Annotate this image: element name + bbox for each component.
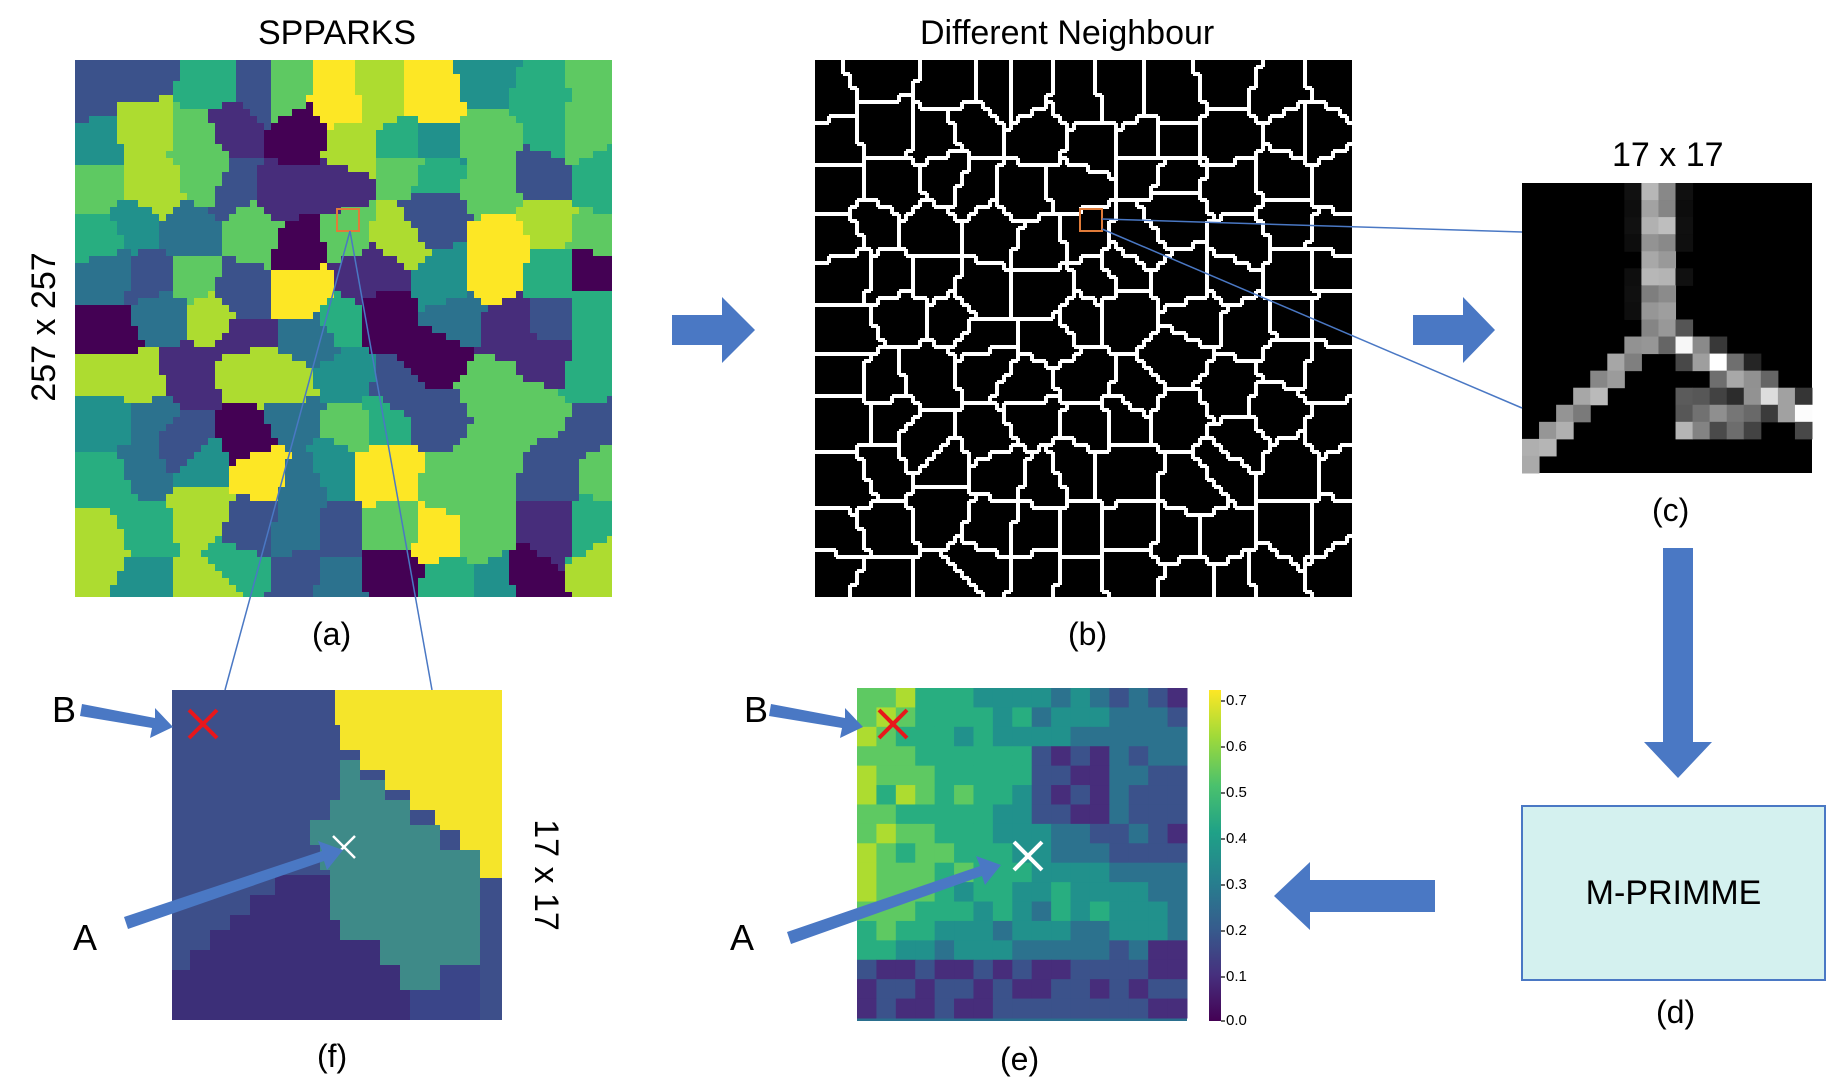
pointer-a-e (787, 856, 1001, 944)
colorbar-tick: 0.7 (1226, 692, 1247, 709)
panel-c-size: 17 x 17 (1612, 136, 1724, 174)
caption-d: (d) (1656, 994, 1696, 1030)
caption-b: (b) (1068, 616, 1108, 652)
caption-c: (c) (1652, 492, 1690, 528)
panel-a-size: 257 x 257 (25, 252, 63, 402)
caption-e: (e) (1000, 1041, 1040, 1077)
colorbar-tick: 0.1 (1226, 968, 1247, 985)
colorbar-tick: 0.5 (1226, 784, 1247, 801)
arrow-c-to-d (1644, 548, 1712, 778)
zoom-box-b (1079, 208, 1103, 232)
panel-a-grain-map (75, 60, 612, 597)
label-a-e: A (730, 917, 755, 958)
pointer-arrows (80, 704, 1001, 944)
colorbar-tick: 0.4 (1226, 830, 1247, 847)
colorbar-tick: 0.3 (1226, 876, 1247, 893)
panel-b-boundary-map (815, 60, 1352, 597)
arrow-a-to-b (672, 297, 755, 363)
panel-a-title: SPPARKS (258, 14, 417, 52)
panel-b-title: Different Neighbour (920, 14, 1215, 52)
panel-c-patch (1522, 183, 1813, 474)
caption-f: (f) (317, 1038, 348, 1074)
pointer-b-e (769, 704, 863, 738)
marker-b-f (187, 708, 219, 740)
arrow-b-to-c (1413, 297, 1495, 363)
marker-a-e (1012, 840, 1044, 872)
model-name: M-PRIMME (1585, 873, 1762, 912)
arrow-d-to-e (1274, 862, 1435, 930)
colorbar-tick: 0.6 (1226, 738, 1247, 755)
colorbar (1209, 690, 1225, 1022)
pointer-a-f (124, 841, 343, 929)
label-a-f: A (73, 917, 98, 958)
zoom-lines (224, 218, 1523, 691)
panel-f-size: 17 x 17 (527, 819, 565, 931)
marker-b-e (877, 708, 909, 740)
label-b-e: B (744, 689, 769, 730)
caption-a: (a) (312, 616, 352, 652)
flow-arrows (672, 297, 1712, 930)
model-box: M-PRIMME (1521, 805, 1826, 981)
panel-f-grain-zoom (172, 690, 502, 1020)
colorbar-tick: 0.2 (1226, 922, 1247, 939)
pointer-b-f (80, 704, 173, 738)
label-b-f: B (52, 689, 77, 730)
panel-e-heatmap (857, 688, 1188, 1021)
zoom-box-a (336, 208, 360, 232)
colorbar-tick: 0.0 (1226, 1012, 1247, 1029)
